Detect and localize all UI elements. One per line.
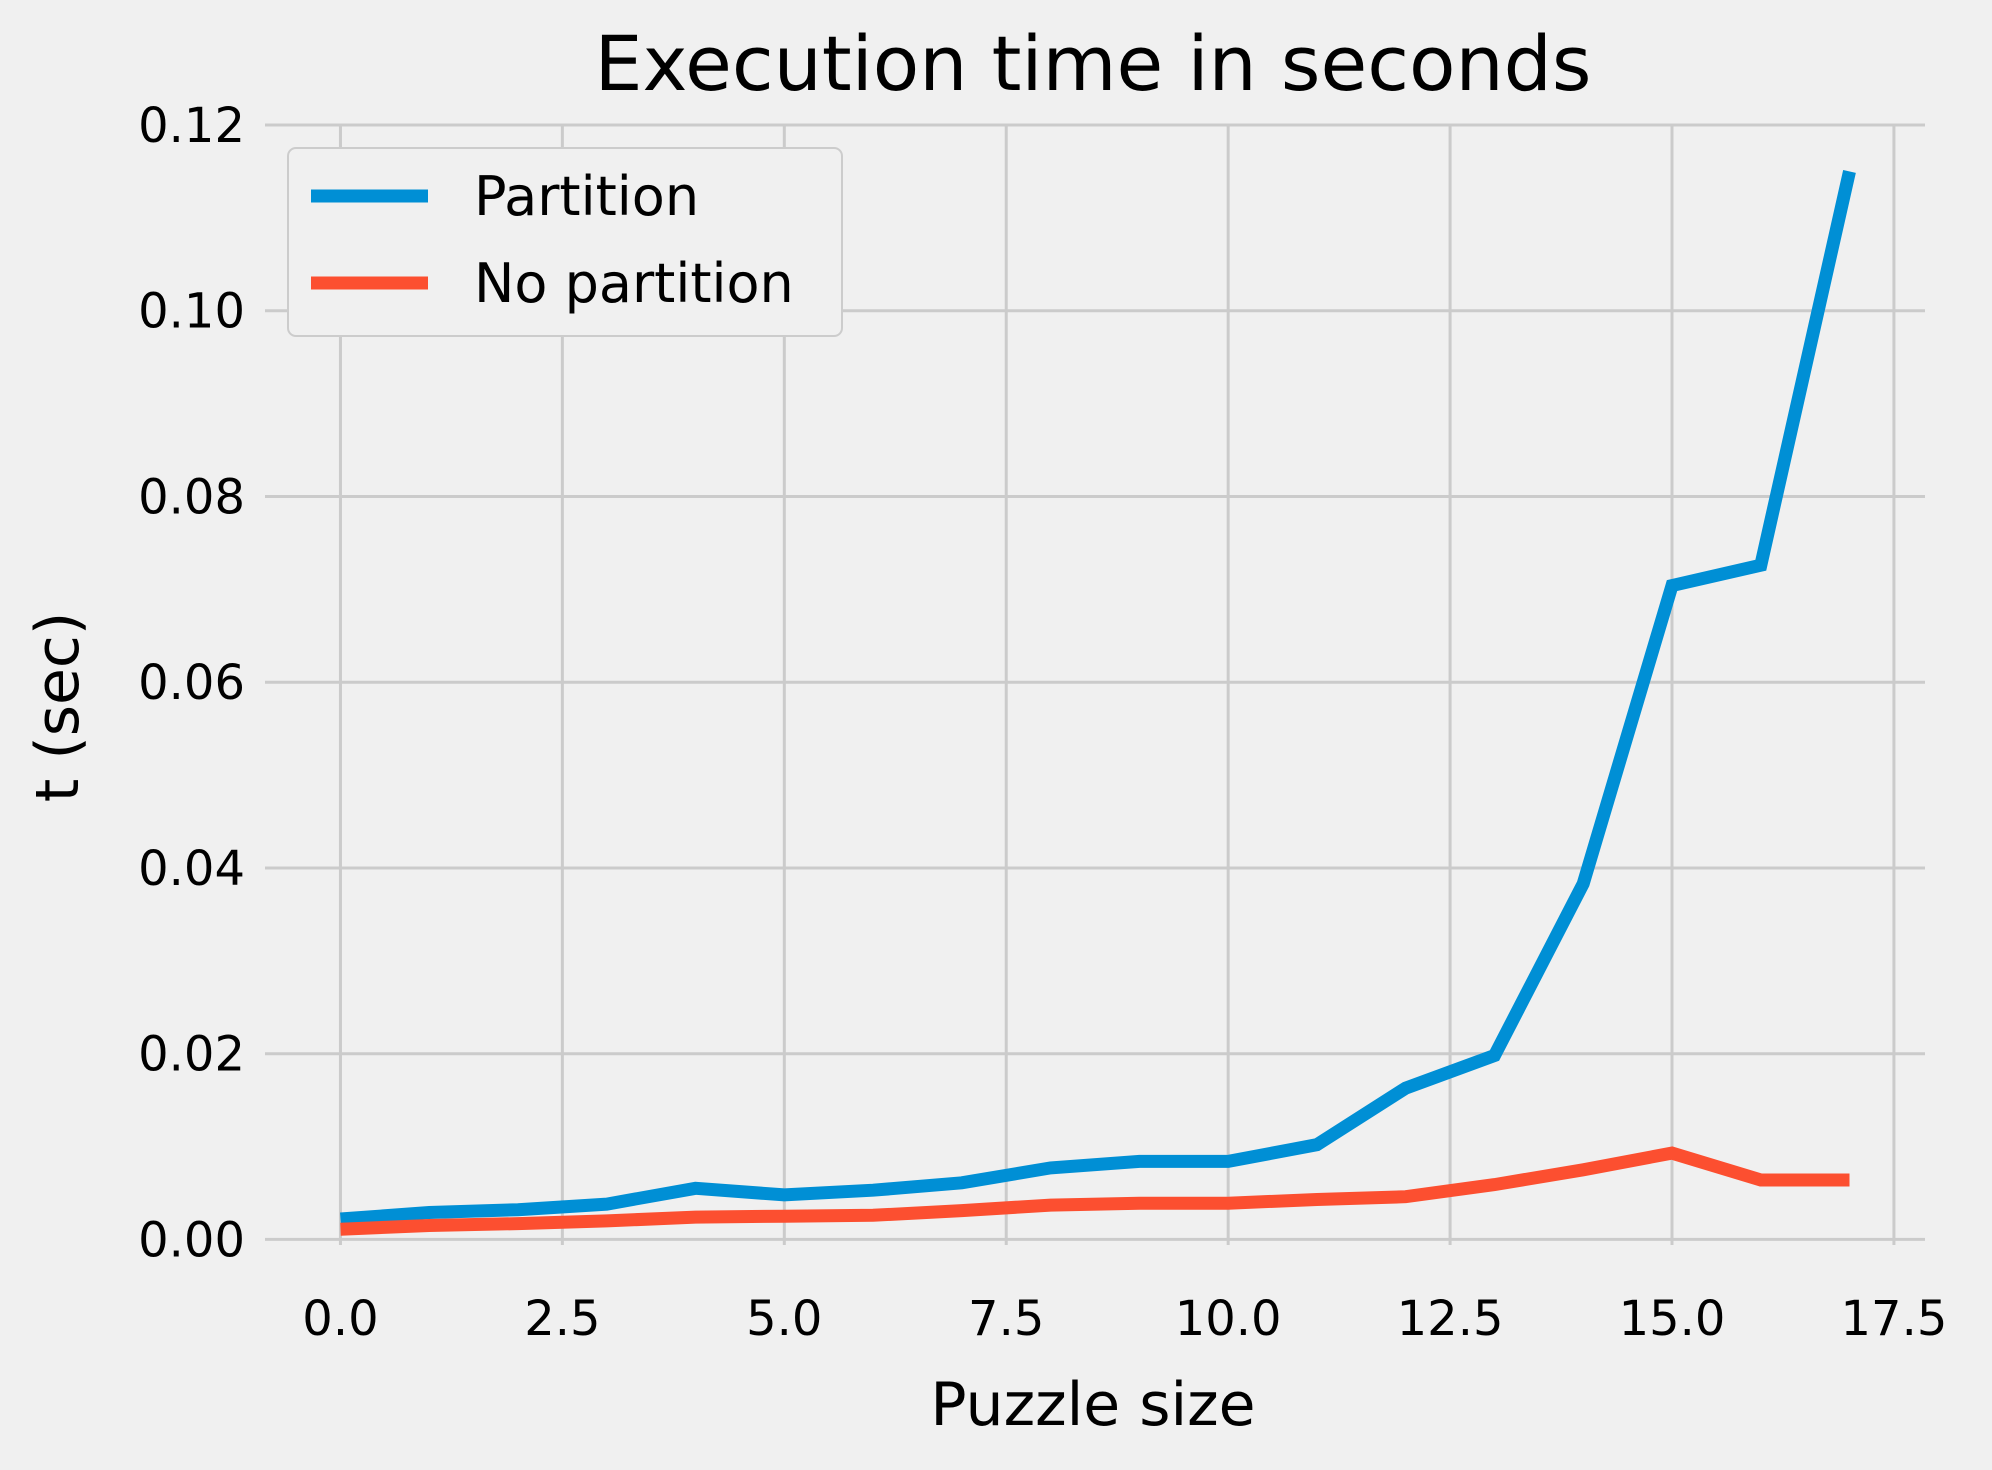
y-tick-labels: 0.00 0.02 0.04 0.06 0.08 0.10 0.12 (138, 98, 245, 1268)
series-line-no-partition (340, 1146, 1850, 1236)
x-tick-label: 7.5 (968, 1291, 1044, 1347)
x-tick-label: 12.5 (1397, 1291, 1504, 1347)
series-line-partition (340, 169, 1856, 1226)
x-tick-label: 0.0 (302, 1291, 378, 1347)
x-tick-label: 10.0 (1175, 1291, 1282, 1347)
y-axis-label: t (sec) (23, 612, 93, 803)
legend-label-partition: Partition (474, 165, 699, 228)
chart-title: Execution time in seconds (594, 19, 1591, 108)
y-tick-label: 0.02 (138, 1027, 245, 1083)
x-tick-label: 17.5 (1840, 1291, 1947, 1347)
y-tick-label: 0.04 (138, 841, 245, 897)
y-tick-label: 0.06 (138, 655, 245, 711)
series-group (340, 169, 1856, 1236)
x-tick-label: 5.0 (746, 1291, 822, 1347)
y-tick-label: 0.12 (138, 98, 245, 154)
y-tick-label: 0.10 (138, 284, 245, 340)
x-axis-label: Puzzle size (930, 1370, 1255, 1440)
x-tick-labels: 0.0 2.5 5.0 7.5 10.0 12.5 15.0 17.5 (302, 1291, 1947, 1347)
x-tick-label: 15.0 (1619, 1291, 1726, 1347)
x-tick-label: 2.5 (524, 1291, 600, 1347)
legend: Partition No partition (287, 147, 843, 337)
y-tick-label: 0.08 (138, 469, 245, 525)
legend-label-no-partition: No partition (474, 252, 794, 315)
y-tick-label: 0.00 (138, 1212, 245, 1268)
